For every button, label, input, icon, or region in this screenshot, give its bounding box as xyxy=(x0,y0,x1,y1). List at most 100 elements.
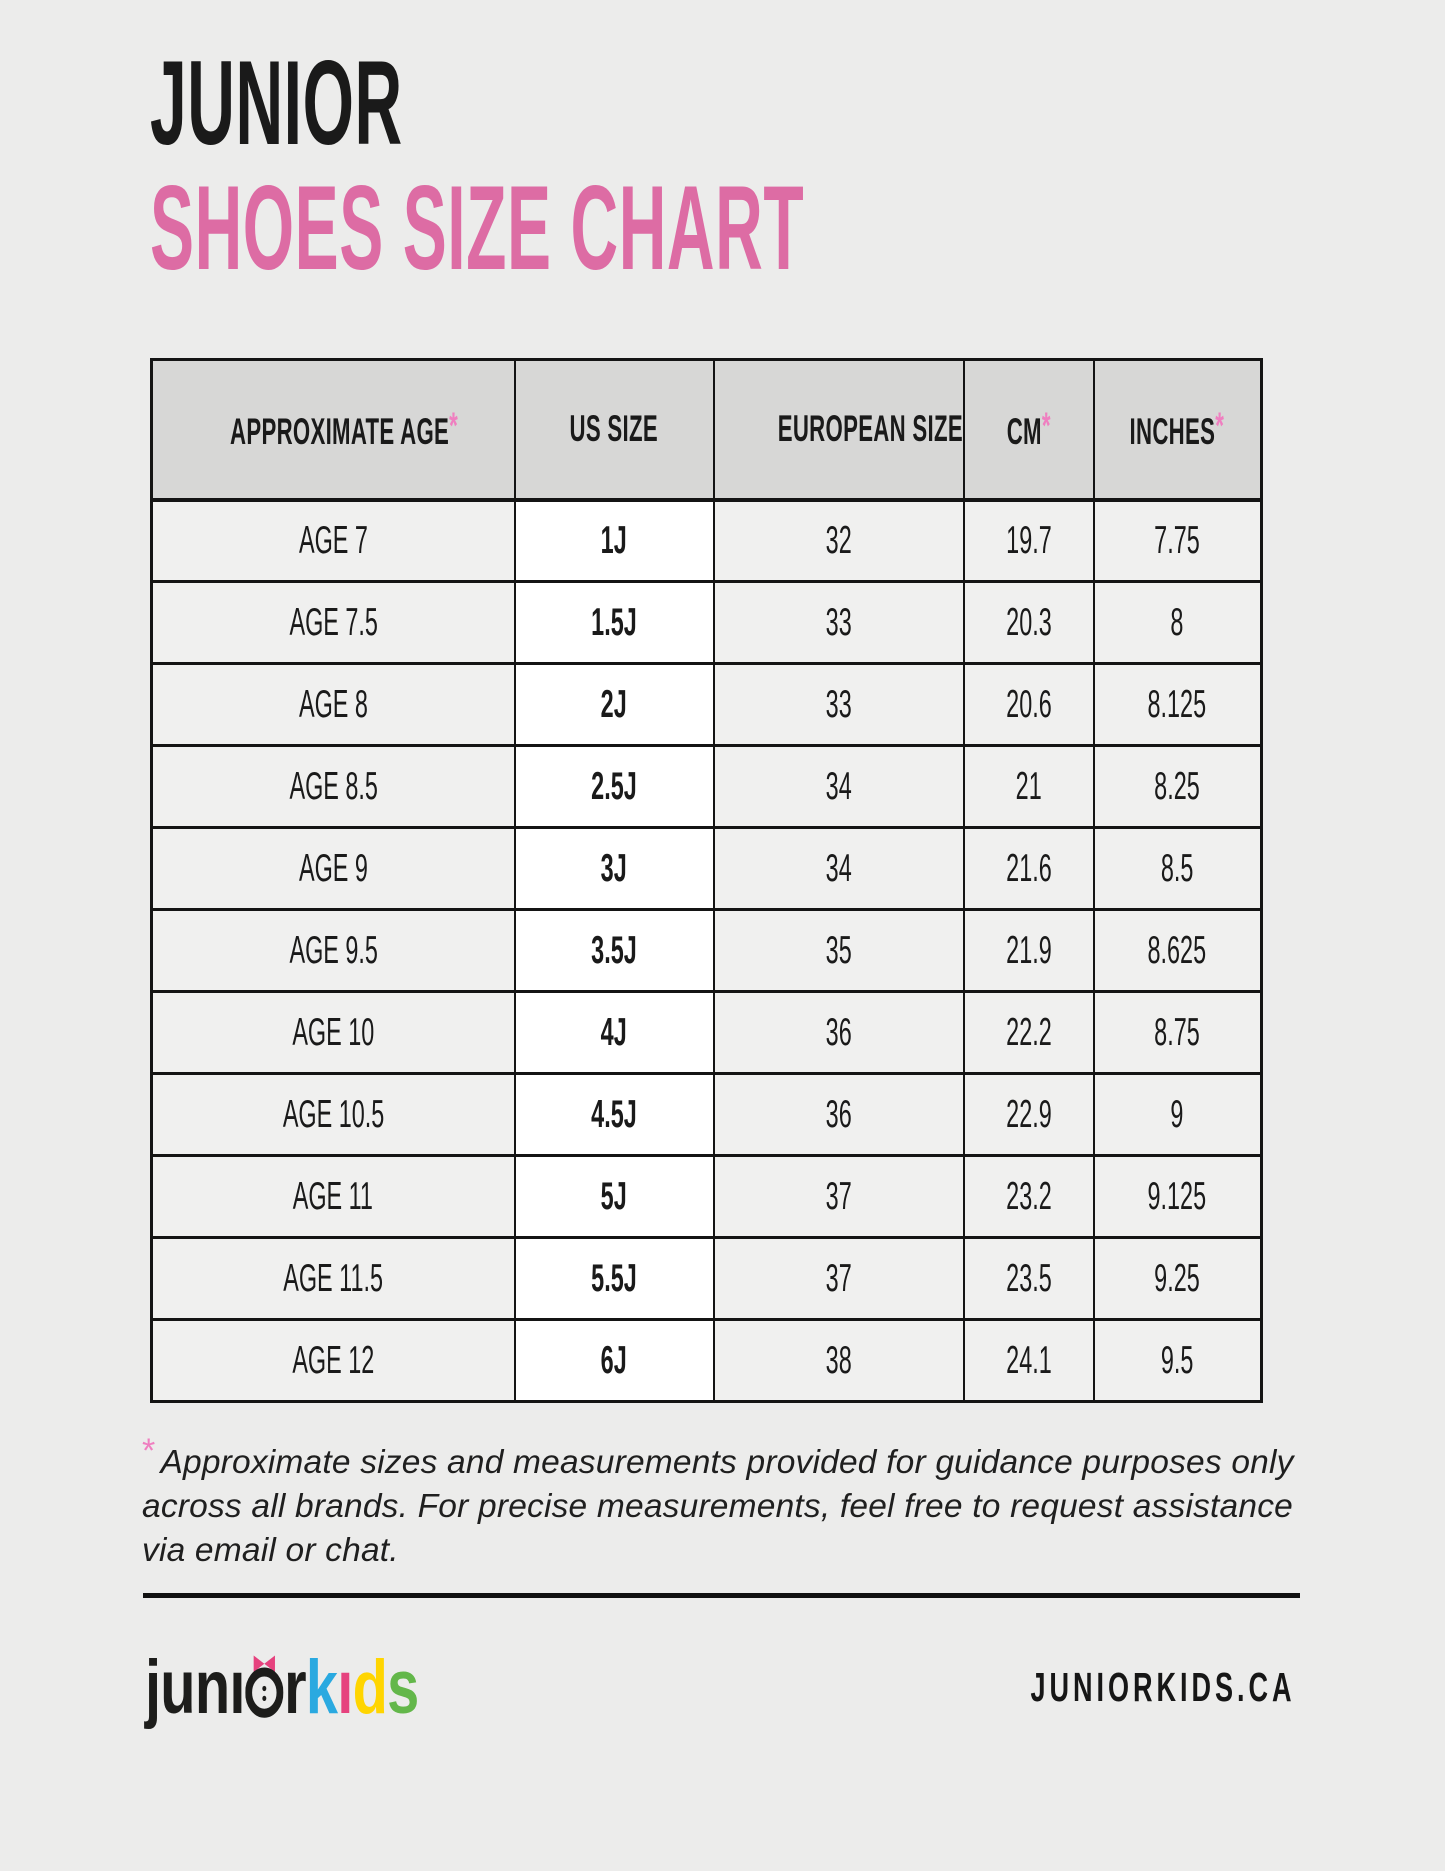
age-cell: AGE 9 xyxy=(150,826,516,911)
divider-rule xyxy=(143,1593,1300,1598)
logo-letter: ı xyxy=(229,1645,245,1730)
cm-cell: 21.9 xyxy=(962,908,1095,993)
logo-letter: n xyxy=(194,1645,230,1730)
logo-letter: k xyxy=(305,1645,338,1730)
cm-cell: 20.6 xyxy=(962,662,1095,747)
age-cell: AGE 9.5 xyxy=(150,908,516,993)
eu-size-cell: 32 xyxy=(712,498,965,583)
cm-cell: 22.2 xyxy=(962,990,1095,1075)
eu-size-cell: 33 xyxy=(712,580,965,665)
page-title-line2: SHOES SIZE CHART xyxy=(150,161,805,295)
inches-cell: 8.5 xyxy=(1092,826,1263,911)
inches-cell: 7.75 xyxy=(1092,498,1263,583)
column-header: INCHES* xyxy=(1092,358,1263,502)
eu-size-cell: 37 xyxy=(712,1236,965,1321)
inches-cell: 8.125 xyxy=(1092,662,1263,747)
site-url: JUNIORKIDS.CA xyxy=(1030,1664,1295,1710)
us-size-cell: 3.5J xyxy=(513,908,715,993)
us-size-cell: 1J xyxy=(513,498,715,583)
eu-size-cell: 36 xyxy=(712,990,965,1075)
logo-letter: u xyxy=(160,1645,195,1730)
column-header: CM* xyxy=(962,358,1095,502)
owl-o-icon xyxy=(245,1655,284,1718)
footer: junı rkıds JUNIORKIDS.CA xyxy=(145,1644,1295,1731)
us-size-cell: 2.5J xyxy=(513,744,715,829)
age-cell: AGE 12 xyxy=(150,1318,516,1403)
page-title-line1: JUNIOR xyxy=(150,36,403,170)
cm-cell: 23.5 xyxy=(962,1236,1095,1321)
eu-size-cell: 33 xyxy=(712,662,965,747)
eu-size-cell: 35 xyxy=(712,908,965,993)
table-body: AGE 7 1J 32 19.7 7.75 AGE 7.5 1.5J 33 20.3 8 AGE 8… xyxy=(150,498,1263,1403)
cm-cell: 21.6 xyxy=(962,826,1095,911)
inches-cell: 8.25 xyxy=(1092,744,1263,829)
column-header-label: INCHES xyxy=(1129,411,1216,453)
us-size-cell: 5J xyxy=(513,1154,715,1239)
column-header: APPROXIMATE AGE* xyxy=(150,358,516,502)
size-chart-page: JUNIOR SHOES SIZE CHART APPROXIMATE AGE*… xyxy=(142,36,1322,1731)
age-cell: AGE 7.5 xyxy=(150,580,516,665)
header-asterisk: * xyxy=(1215,405,1225,447)
logo-letter: ı xyxy=(337,1645,353,1730)
table-row: AGE 8 2J 33 20.6 8.125 xyxy=(150,662,1263,747)
us-size-cell: 2J xyxy=(513,662,715,747)
cm-cell: 23.2 xyxy=(962,1154,1095,1239)
age-cell: AGE 8 xyxy=(150,662,516,747)
column-header-label: CM xyxy=(1006,411,1042,453)
table-row: AGE 8.5 2.5J 34 21 8.25 xyxy=(150,744,1263,829)
inches-cell: 9.125 xyxy=(1092,1154,1263,1239)
column-header: US SIZE xyxy=(513,358,715,502)
age-cell: AGE 8.5 xyxy=(150,744,516,829)
column-header-label: EUROPEAN SIZE xyxy=(777,408,963,450)
table-row: AGE 7.5 1.5J 33 20.3 8 xyxy=(150,580,1263,665)
us-size-cell: 5.5J xyxy=(513,1236,715,1321)
age-cell: AGE 10.5 xyxy=(150,1072,516,1157)
column-header-label: US SIZE xyxy=(569,408,659,450)
age-cell: AGE 10 xyxy=(150,990,516,1075)
table-row: AGE 11 5J 37 23.2 9.125 xyxy=(150,1154,1263,1239)
inches-cell: 8.75 xyxy=(1092,990,1263,1075)
eu-size-cell: 34 xyxy=(712,744,965,829)
logo-letter: j xyxy=(145,1645,161,1730)
cm-cell: 20.3 xyxy=(962,580,1095,665)
inches-cell: 9 xyxy=(1092,1072,1263,1157)
age-cell: AGE 11 xyxy=(150,1154,516,1239)
eu-size-cell: 38 xyxy=(712,1318,965,1403)
table-row: AGE 9 3J 34 21.6 8.5 xyxy=(150,826,1263,911)
footnote-asterisk: * xyxy=(142,1432,156,1470)
us-size-cell: 3J xyxy=(513,826,715,911)
logo-letter: s xyxy=(387,1645,419,1730)
eu-size-cell: 37 xyxy=(712,1154,965,1239)
header-row: APPROXIMATE AGE* US SIZE EUROPEAN SIZE CM* I… xyxy=(150,358,1263,502)
us-size-cell: 6J xyxy=(513,1318,715,1403)
footnote: * Approximate sizes and measurements prov… xyxy=(142,1429,1322,1573)
eu-size-cell: 34 xyxy=(712,826,965,911)
us-size-cell: 1.5J xyxy=(513,580,715,665)
logo: junı rkıds xyxy=(145,1644,419,1731)
age-cell: AGE 11.5 xyxy=(150,1236,516,1321)
footnote-text: Approximate sizes and measurements provi… xyxy=(142,1444,1294,1569)
us-size-cell: 4J xyxy=(513,990,715,1075)
inches-cell: 9.25 xyxy=(1092,1236,1263,1321)
eu-size-cell: 36 xyxy=(712,1072,965,1157)
inches-cell: 8.625 xyxy=(1092,908,1263,993)
header-asterisk: * xyxy=(1041,405,1051,447)
logo-letter: r xyxy=(284,1645,306,1730)
logo-letter: d xyxy=(352,1645,388,1730)
age-cell: AGE 7 xyxy=(150,498,516,583)
inches-cell: 8 xyxy=(1092,580,1263,665)
table-row: AGE 10 4J 36 22.2 8.75 xyxy=(150,990,1263,1075)
cm-cell: 19.7 xyxy=(962,498,1095,583)
cm-cell: 22.9 xyxy=(962,1072,1095,1157)
column-header: EUROPEAN SIZE xyxy=(712,358,965,502)
inches-cell: 9.5 xyxy=(1092,1318,1263,1403)
column-header-label: APPROXIMATE AGE xyxy=(230,411,450,453)
table-row: AGE 7 1J 32 19.7 7.75 xyxy=(150,498,1263,583)
table-row: AGE 11.5 5.5J 37 23.5 9.25 xyxy=(150,1236,1263,1321)
size-chart-table: APPROXIMATE AGE* US SIZE EUROPEAN SIZE CM* I… xyxy=(150,358,1263,1403)
cm-cell: 24.1 xyxy=(962,1318,1095,1403)
table-row: AGE 10.5 4.5J 36 22.9 9 xyxy=(150,1072,1263,1157)
cm-cell: 21 xyxy=(962,744,1095,829)
us-size-cell: 4.5J xyxy=(513,1072,715,1157)
header-asterisk: * xyxy=(449,405,459,447)
